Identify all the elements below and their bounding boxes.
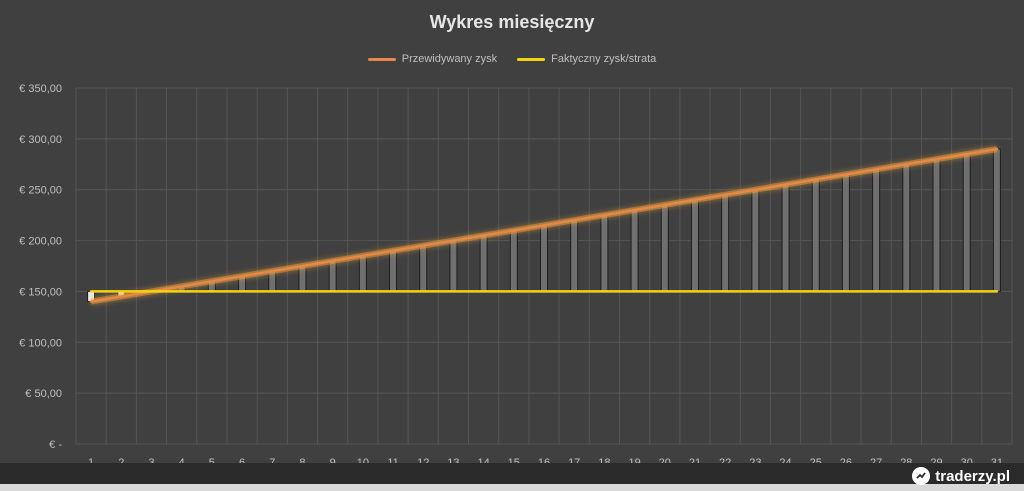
updown-bar — [660, 204, 669, 292]
x-tick-label: 28 — [900, 457, 912, 463]
y-tick-label: € 100,00 — [19, 337, 62, 349]
updown-bar — [690, 199, 699, 292]
x-tick-label: 17 — [568, 457, 580, 463]
updown-bar — [841, 173, 850, 292]
watermark: traderzy.pl — [912, 467, 1010, 485]
legend-item-predicted: Przewidywany zysk — [367, 53, 498, 65]
x-tick-label: 5 — [209, 457, 215, 463]
x-tick-label: 10 — [357, 457, 369, 463]
x-tick-label: 2 — [118, 457, 124, 463]
y-tick-label: € 300,00 — [19, 134, 62, 146]
x-tick-label: 26 — [840, 457, 852, 463]
y-tick-label: € 50,00 — [25, 388, 62, 400]
x-tick-label: 30 — [961, 457, 973, 463]
updown-bar — [328, 260, 337, 292]
x-tick-label: 16 — [538, 457, 550, 463]
x-tick-label: 11 — [387, 457, 398, 463]
sheet-strip — [0, 484, 1024, 491]
legend-label-predicted: Przewidywany zysk — [401, 53, 498, 65]
updown-bar — [992, 148, 1001, 292]
legend-item-actual: Faktyczny zysk/strata — [517, 53, 656, 65]
x-tick-label: 14 — [477, 457, 489, 463]
updown-bar — [358, 255, 367, 292]
series-line — [89, 147, 999, 303]
x-tick-label: 31 — [991, 457, 1003, 463]
legend-swatch-actual — [517, 57, 546, 61]
chart-legend: Przewidywany zysk Faktyczny zysk/strata — [0, 53, 1024, 65]
y-tick-label: € 150,00 — [19, 286, 62, 298]
x-tick-label: 27 — [870, 457, 882, 463]
x-tick-label: 22 — [719, 457, 731, 463]
y-tick-label: € 200,00 — [19, 236, 62, 248]
updown-bar — [570, 219, 579, 292]
x-tick-label: 6 — [239, 457, 245, 463]
x-tick-label: 20 — [659, 457, 671, 463]
x-tick-label: 23 — [749, 457, 761, 463]
updown-bar — [389, 250, 398, 292]
x-tick-label: 12 — [417, 457, 429, 463]
x-tick-label: 29 — [930, 457, 942, 463]
x-tick-label: 9 — [330, 457, 336, 463]
traderzy-logo-icon — [912, 467, 931, 485]
updown-bar — [932, 158, 941, 292]
updown-bar — [751, 189, 760, 292]
updown-bar — [721, 194, 730, 292]
y-tick-label: € - — [49, 439, 62, 451]
x-tick-label: 25 — [810, 457, 822, 463]
updown-bar — [419, 245, 428, 292]
y-tick-label: € 350,00 — [19, 83, 62, 95]
watermark-text: traderzy.pl — [935, 467, 1010, 485]
x-tick-label: 3 — [148, 457, 154, 463]
updown-bar — [902, 163, 911, 292]
updown-bar — [298, 265, 307, 292]
y-tick-label: € 250,00 — [19, 185, 62, 197]
x-tick-label: 19 — [628, 457, 640, 463]
x-tick-label: 8 — [299, 457, 305, 463]
updown-bar — [962, 153, 971, 292]
updown-bar — [479, 234, 488, 292]
updown-bar — [872, 168, 881, 292]
plot-svg: € - € 50,00 € 100,00 € 150,00 € 200,00 € 250,… — [19, 83, 1013, 463]
x-tick-label: 13 — [447, 457, 459, 463]
updown-bar — [540, 224, 548, 292]
updown-bar — [811, 179, 820, 292]
updown-bar — [630, 209, 639, 292]
x-tick-label: 7 — [269, 457, 275, 463]
x-tick-label: 4 — [179, 457, 185, 463]
updown-bar — [509, 229, 518, 292]
chart-title: Wykres miesięczny — [429, 12, 595, 32]
updown-bar — [781, 184, 790, 292]
legend-label-actual: Faktyczny zysk/strata — [551, 53, 657, 65]
x-tick-label: 15 — [508, 457, 520, 463]
x-tick-label: 24 — [779, 457, 791, 463]
x-tick-label: 21 — [689, 457, 701, 463]
updown-bar — [600, 214, 609, 292]
x-tick-label: 18 — [598, 457, 610, 463]
legend-swatch-predicted — [367, 57, 396, 61]
chart-area: Wykres miesięczny Przewidywany zysk Fakt… — [0, 12, 1024, 463]
x-tick-label: 1 — [88, 457, 94, 463]
updown-bar — [449, 240, 458, 292]
